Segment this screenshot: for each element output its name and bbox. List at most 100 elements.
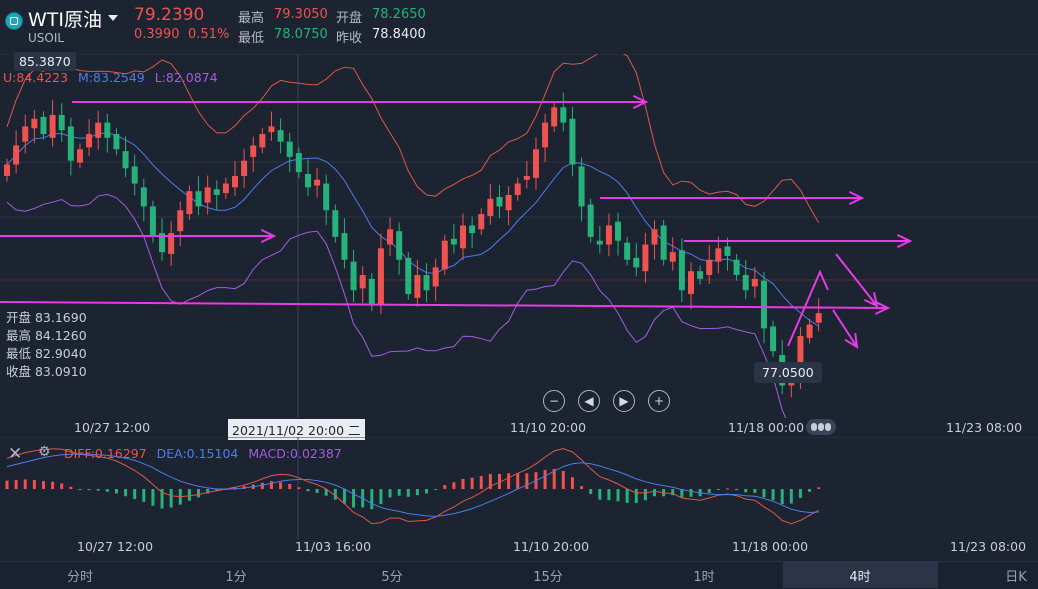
macd-histogram-bar	[315, 489, 319, 493]
candlestick-chart[interactable]	[0, 54, 1038, 418]
macd-histogram-bar	[342, 489, 346, 504]
macd-histogram-bar	[379, 489, 383, 505]
macd-histogram-bar	[525, 473, 529, 489]
ohlc-info-box: 开盘 83.1690 最高 84.1260 最低 82.9040 收盘 83.0…	[6, 309, 87, 381]
macd-histogram-bar	[105, 489, 109, 492]
ohlc-high: 最高 84.1260	[6, 328, 87, 343]
tab-daily[interactable]: 日K	[1005, 570, 1027, 585]
macd-histogram-bar	[142, 489, 146, 502]
macd-histogram-bar	[406, 489, 410, 497]
top-price-tag: 85.3870	[14, 52, 76, 71]
candle-body	[587, 204, 594, 237]
candle-body	[733, 259, 740, 276]
macd-histogram-bar	[197, 489, 201, 498]
low-price-tag: 77.0500	[754, 362, 822, 383]
candle-body	[286, 141, 293, 157]
candle-body	[615, 221, 622, 241]
macd-histogram-bar	[388, 489, 392, 498]
candle-body	[678, 250, 685, 291]
candle-body	[213, 189, 220, 195]
candle-body	[742, 275, 749, 291]
macd-histogram-bar	[160, 489, 164, 509]
candle-body	[222, 183, 229, 194]
candle-body	[168, 233, 175, 255]
macd-histogram-bar	[206, 489, 210, 494]
candle-body	[441, 240, 448, 270]
upper-right-arrow-head	[848, 191, 865, 205]
candle-body	[259, 134, 266, 148]
candle-body	[232, 175, 238, 188]
candle-body	[131, 166, 138, 184]
macd-histogram-bar	[461, 478, 465, 489]
macd-histogram-bar	[607, 489, 611, 501]
macd-histogram-bar	[634, 489, 638, 503]
tab-4hour[interactable]: 4时	[849, 570, 871, 585]
candle-body	[697, 271, 704, 279]
macd-histogram-bar	[570, 477, 574, 489]
more-dots-icon[interactable]	[806, 419, 836, 435]
macd-histogram-bar	[260, 482, 264, 489]
candle-body	[104, 122, 111, 138]
candle-body	[633, 257, 640, 268]
candle-body	[149, 206, 156, 237]
candle-body	[469, 225, 476, 234]
macd-dea-line	[6, 453, 819, 517]
header: WTI原油 USOIL 79.2390 0.3990 0.51% 最高 79.3…	[0, 0, 1038, 54]
macd-histogram-bar	[543, 469, 547, 489]
macd-histogram-bar	[169, 489, 173, 508]
down-arrow-1	[835, 253, 878, 307]
macd-histogram-bar	[306, 489, 310, 492]
tab-fenshi[interactable]: 分时	[66, 570, 93, 585]
candle-body	[332, 210, 339, 237]
candle-body	[368, 278, 375, 306]
macd-chart[interactable]	[0, 437, 1038, 539]
macd-histogram-bar	[516, 473, 520, 489]
candle-body	[140, 187, 147, 207]
rebound-line	[787, 269, 829, 347]
candle-body	[596, 240, 603, 245]
macd-histogram-bar	[762, 489, 766, 498]
zoom-in-button[interactable]: +	[648, 390, 670, 412]
macd-histogram-bar	[817, 487, 821, 489]
macd-histogram-bar	[233, 487, 237, 489]
macd-histogram-bar	[443, 485, 447, 489]
macd-histogram-bar	[425, 489, 429, 494]
macd-histogram-bar	[215, 489, 219, 491]
candle-body	[295, 153, 302, 173]
macd-histogram-bar	[497, 473, 501, 489]
candle-body	[40, 116, 47, 135]
macd-histogram-bar	[735, 489, 739, 491]
instrument-title[interactable]: WTI原油	[28, 9, 102, 31]
tab-1min[interactable]: 1分	[225, 570, 247, 585]
candle-body	[4, 164, 10, 176]
close-icon[interactable]: ✕	[8, 444, 23, 464]
candle-body	[605, 225, 612, 245]
tab-15min[interactable]: 15分	[533, 570, 563, 585]
tab-1hour[interactable]: 1时	[693, 570, 715, 585]
macd-diff-label: DIFF:0.16297	[64, 446, 147, 461]
macd-histogram-bar	[397, 489, 401, 496]
macd-value-label: MACD:0.02387	[248, 446, 342, 461]
down-arrow-2	[832, 309, 858, 348]
bb-lower-label: L:82.0874	[154, 70, 218, 85]
skip-forward-button[interactable]: ▶	[613, 390, 635, 412]
gear-icon[interactable]: ⚙	[38, 444, 51, 460]
candle-body	[95, 122, 102, 138]
macd-histogram-bar	[5, 480, 9, 489]
skip-back-button[interactable]: ◀	[578, 390, 600, 412]
candle-body	[542, 122, 549, 148]
macd-histogram-bar	[479, 476, 483, 489]
support-arrow-head	[874, 300, 891, 315]
macd-histogram-bar	[780, 489, 784, 505]
tab-5min[interactable]: 5分	[381, 570, 403, 585]
macd-histogram-bar	[60, 483, 64, 489]
macd-histogram-bar	[488, 473, 492, 489]
zoom-out-button[interactable]: −	[543, 390, 565, 412]
candle-body	[414, 275, 421, 298]
macd-histogram-bar	[333, 489, 337, 500]
chevron-down-icon[interactable]	[108, 15, 118, 21]
macd-histogram-bar	[725, 488, 729, 490]
bollinger-legend: U:84.4223 M:83.2549 L:82.0874	[3, 70, 218, 85]
prev-close-label: 昨收	[336, 31, 363, 46]
ohlc-close: 收盘 83.0910	[6, 364, 87, 379]
